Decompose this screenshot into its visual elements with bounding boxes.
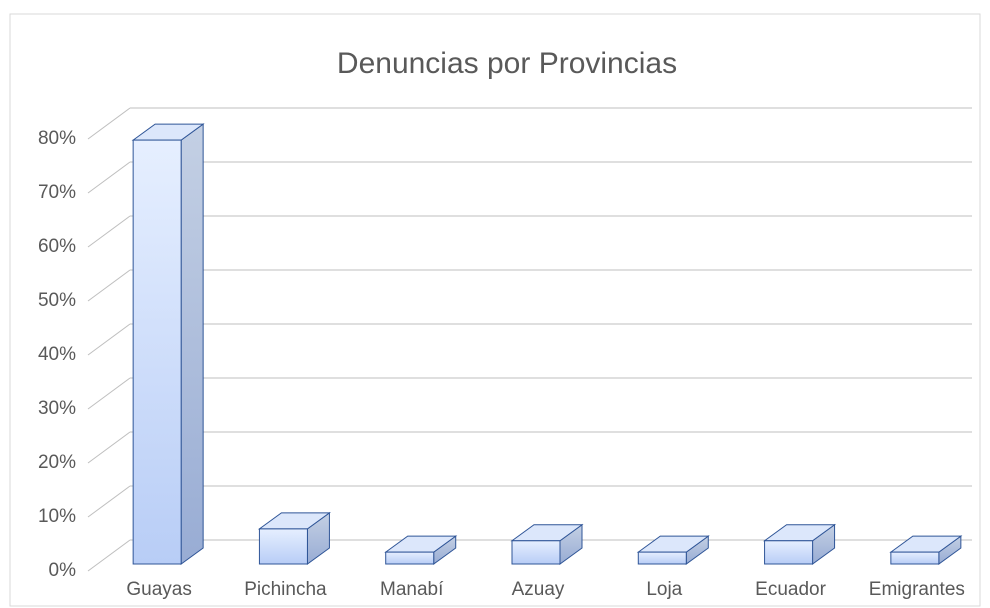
grid-line-side <box>87 431 131 464</box>
y-tick-label: 80% <box>38 128 76 149</box>
grid-line-side <box>87 215 131 248</box>
bar <box>764 540 814 565</box>
bar <box>637 551 687 565</box>
x-tick-label: Pichincha <box>244 579 327 600</box>
grid-line-side <box>87 161 131 194</box>
x-tick-label: Emigrantes <box>869 579 965 600</box>
grid-line-side <box>87 323 131 356</box>
x-tick-label: Guayas <box>126 579 191 600</box>
grid-line-side <box>87 377 131 410</box>
bar-side <box>180 123 204 565</box>
bar <box>890 551 940 565</box>
y-tick-label: 50% <box>38 290 76 311</box>
bar <box>258 528 308 565</box>
x-tick-label: Azuay <box>512 579 565 600</box>
y-tick-label: 30% <box>38 398 76 419</box>
x-tick-label: Manabí <box>380 579 444 600</box>
x-tick-label: Ecuador <box>755 579 826 600</box>
y-tick-label: 60% <box>38 236 76 257</box>
y-tick-label: 0% <box>49 560 77 581</box>
grid-line-side <box>87 485 131 518</box>
bar <box>132 139 182 565</box>
y-tick-label: 10% <box>38 506 76 527</box>
grid-line-side <box>87 539 131 572</box>
grid-line-side <box>87 107 131 140</box>
bar <box>385 551 435 565</box>
chart-title: Denuncias por Provincias <box>337 47 677 80</box>
y-tick-label: 70% <box>38 182 76 203</box>
grid-line-side <box>87 269 131 302</box>
y-tick-label: 20% <box>38 452 76 473</box>
bar <box>511 540 561 565</box>
x-tick-label: Loja <box>646 579 682 600</box>
y-tick-label: 40% <box>38 344 76 365</box>
